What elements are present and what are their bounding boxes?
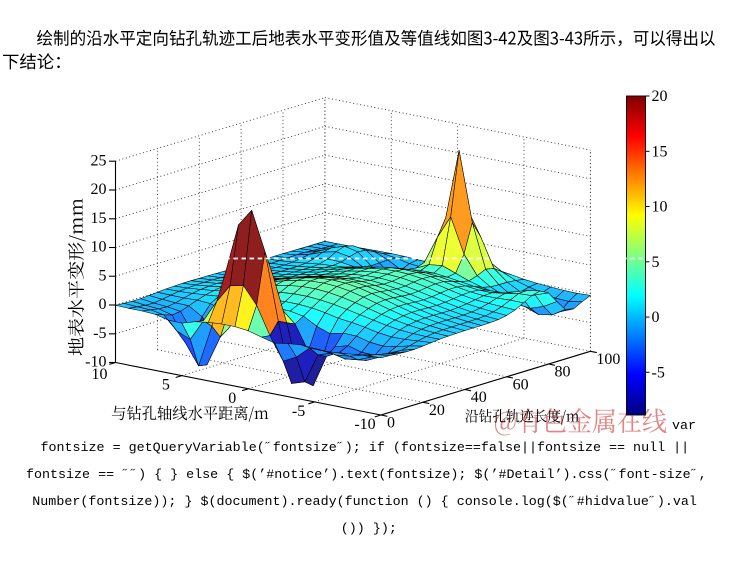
svg-text:20: 20 [429,402,445,419]
svg-text:60: 60 [513,376,529,393]
svg-text:25: 25 [91,152,107,169]
svg-text:20: 20 [91,181,107,198]
svg-text:-10: -10 [354,416,375,433]
svg-text:-5: -5 [93,325,106,342]
svg-text:15: 15 [91,210,107,227]
svg-text:10: 10 [91,239,107,256]
svg-text:10: 10 [92,366,108,383]
svg-text:10: 10 [652,199,668,216]
svg-text:5: 5 [99,267,107,284]
svg-text:40: 40 [471,389,487,406]
svg-text:-5: -5 [292,403,305,420]
svg-text:20: 20 [652,88,668,105]
svg-text:0: 0 [652,309,660,326]
svg-text:5: 5 [162,377,170,394]
svg-text:0: 0 [99,296,107,313]
svg-text:5: 5 [652,254,660,271]
svg-text:100: 100 [596,351,620,368]
svg-text:80: 80 [555,364,571,381]
svg-text:-10: -10 [85,354,106,371]
svg-text:-5: -5 [652,364,665,381]
svg-text:15: 15 [652,143,668,160]
svg-text:0: 0 [228,390,236,407]
svg-text:0: 0 [387,415,395,432]
